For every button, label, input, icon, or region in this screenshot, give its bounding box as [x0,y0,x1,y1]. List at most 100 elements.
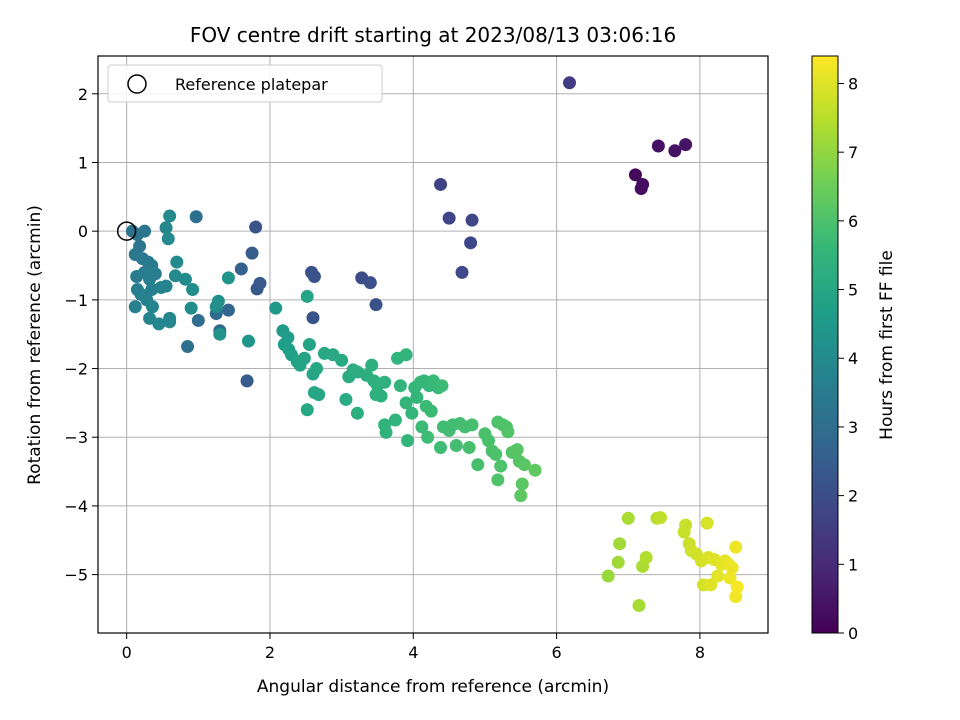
scatter-point [455,265,469,279]
scatter-point [462,441,476,455]
scatter-point [442,211,456,225]
colorbar-tick-label: 1 [848,555,858,574]
reference-platepar-point [116,221,137,241]
scatter-point [181,340,195,354]
scatter-point [234,262,248,276]
scatter-point [297,351,311,365]
scatter-point [211,294,225,308]
scatter-point [668,144,682,158]
scatter-point [421,430,435,444]
scatter-point [221,303,235,317]
scatter-point [302,338,316,351]
x-tick-label: 2 [265,643,275,662]
scatter-point [393,379,407,393]
colorbar-tick-label: 7 [848,143,858,162]
scatter-point [221,271,235,285]
scatter-point [138,224,152,238]
scatter-point [159,279,173,293]
chart-title: FOV centre drift starting at 2023/08/13 … [190,23,676,47]
scatter-point [369,298,383,312]
scatter-point [363,276,377,290]
scatter-point [170,255,184,269]
scatter-point [725,561,739,575]
scatter-point [365,358,379,372]
scatter-point [465,418,479,432]
scatter-point [128,300,142,314]
scatter-point [300,403,314,417]
scatter-point [601,569,615,583]
y-axis-ticks: 2 1 0 −1 −2 −3 −4 −5 [64,85,98,585]
scatter-point [482,434,496,448]
data-points [125,76,744,613]
x-axis-ticks: 0 2 4 6 8 [122,633,705,662]
scatter-point [563,76,577,90]
scatter-point [435,379,449,393]
scatter-point [700,516,714,530]
y-tick-label: −5 [64,566,88,585]
scatter-point [240,374,254,388]
y-tick-label: −2 [64,360,88,379]
scatter-point [729,540,743,554]
scatter-point [679,518,693,532]
colorbar-label: Hours from first FF file [877,250,897,440]
scatter-point [510,443,524,457]
scatter-point [189,210,203,224]
y-tick-label: 1 [78,153,88,172]
scatter-point [401,434,415,448]
scatter-point [191,313,205,327]
legend-marker-reference [127,74,147,94]
scatter-point [350,406,364,420]
scatter-point [494,459,508,473]
scatter-point [168,269,182,283]
colorbar-tick-label: 3 [848,418,858,437]
colorbar-tick-label: 8 [848,74,858,93]
colorbar: 0 1 2 3 4 5 6 7 8 Hours from first FF file [811,55,897,643]
scatter-point [339,392,353,406]
scatter-point [515,477,529,491]
scatter-point [300,289,314,303]
scatter-point [424,404,438,418]
scatter-point [312,388,326,402]
scatter-point [249,220,263,234]
scatter-point [148,267,162,281]
scatter-point [639,550,653,564]
scatter-point [161,232,175,246]
colorbar-tick-label: 5 [848,281,858,300]
scatter-point [621,511,635,525]
scatter-point [241,334,255,348]
colorbar-gradient [811,55,839,634]
scatter-point [163,209,177,223]
scatter-point [163,311,177,325]
x-axis-label: Angular distance from reference (arcmin) [257,677,609,697]
scatter-point [501,425,515,439]
scatter-point [729,590,743,604]
scatter-point [178,272,192,286]
scatter-point [152,317,166,331]
plot-area-frame [97,55,769,634]
x-tick-label: 4 [408,643,418,662]
scatter-point [651,139,665,153]
reference-marker [116,221,137,241]
scatter-point [399,348,413,362]
scatter-point [514,489,528,503]
scatter-point [464,236,478,250]
colorbar-tick-label: 4 [848,349,858,368]
scatter-point [307,269,321,283]
scatter-point [634,182,648,196]
scatter-point [369,388,383,402]
x-tick-label: 6 [552,643,562,662]
scatter-point [410,390,424,404]
scatter-point [184,301,198,315]
scatter-point [613,537,627,551]
grid-lines [98,56,768,633]
scatter-point [145,300,159,314]
scatter-point [704,578,718,592]
scatter-point [711,569,725,583]
scatter-point [335,353,349,367]
x-tick-label: 0 [122,643,132,662]
scatter-point [405,406,419,420]
scatter-point [465,213,479,227]
scatter-point [491,473,505,487]
scatter-point [186,283,200,297]
